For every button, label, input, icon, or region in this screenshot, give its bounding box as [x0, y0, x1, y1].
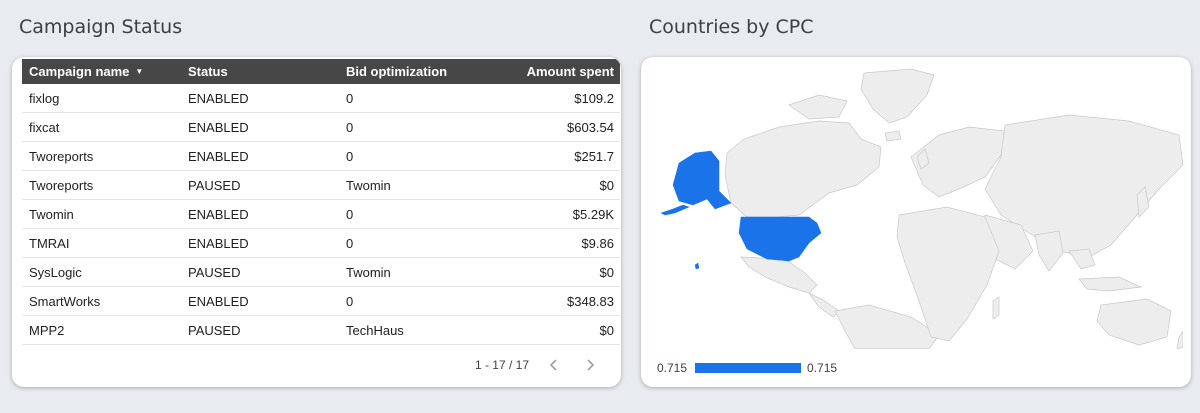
sort-descending-icon[interactable]: ▼	[135, 67, 144, 76]
cell-status: ENABLED	[181, 84, 339, 113]
cell-status: ENABLED	[181, 112, 339, 142]
world-map	[660, 68, 1183, 349]
australia-shape	[1096, 298, 1172, 346]
cell-campaign-name: SysLogic	[22, 257, 181, 287]
table-row[interactable]: SmartWorks ENABLED 0 $348.83	[22, 286, 620, 316]
cell-amount-spent: $9.86	[486, 228, 620, 258]
cell-amount-spent: $603.54	[486, 112, 620, 142]
cell-amount-spent: $0	[486, 170, 620, 200]
cpc-legend: 0.715 0.715	[657, 361, 837, 375]
cell-amount-spent: $251.7	[486, 141, 620, 171]
europe-shape	[910, 126, 1006, 198]
cell-campaign-name: Tworeports	[22, 170, 181, 200]
greenland-shape	[860, 68, 935, 124]
campaign-status-title: Campaign Status	[19, 16, 183, 38]
southeast-asia-shape	[1068, 248, 1096, 270]
col-campaign-name[interactable]: Campaign name ▼	[22, 59, 181, 84]
col-status[interactable]: Status	[188, 64, 228, 79]
alaska-region	[672, 150, 732, 210]
col-bid-optimization[interactable]: Bid optimization	[346, 64, 448, 79]
cell-bid-optimization: 0	[339, 141, 486, 171]
cell-bid-optimization: 0	[339, 286, 486, 316]
table-row[interactable]: fixcat ENABLED 0 $603.54	[22, 112, 620, 142]
africa-shape	[896, 206, 1000, 342]
cell-campaign-name: Twomin	[22, 199, 181, 229]
cell-amount-spent: $348.83	[486, 286, 620, 316]
campaign-table-card: Campaign name ▼ Status Bid optimization A…	[12, 57, 621, 387]
legend-min: 0.715	[657, 361, 688, 375]
cell-status: PAUSED	[181, 170, 339, 200]
campaign-table: Campaign name ▼ Status Bid optimization A…	[22, 59, 620, 345]
new-zealand-shape	[1176, 330, 1183, 349]
col-amount-spent[interactable]: Amount spent	[526, 64, 614, 79]
cell-status: ENABLED	[181, 286, 339, 316]
russia-asia-shape	[984, 114, 1183, 258]
mexico-shape	[740, 256, 818, 294]
japan-shape	[1136, 186, 1150, 218]
usa-region	[738, 216, 822, 262]
chevron-right-icon	[587, 359, 595, 371]
indonesia-shape	[1078, 276, 1143, 292]
pagination: 1 - 17 / 17	[475, 354, 601, 376]
chevron-left-icon	[549, 359, 557, 371]
cell-amount-spent: $5.29K	[486, 199, 620, 229]
legend-max: 0.715	[807, 361, 838, 375]
cell-bid-optimization: 0	[339, 112, 486, 142]
cell-amount-spent: $0	[486, 315, 620, 345]
cell-status: ENABLED	[181, 228, 339, 258]
table-row[interactable]: fixlog ENABLED 0 $109.2	[22, 84, 620, 113]
cell-campaign-name: fixlog	[22, 84, 181, 113]
previous-page-button[interactable]	[543, 354, 565, 376]
cell-bid-optimization: TechHaus	[339, 315, 486, 345]
cell-bid-optimization: 0	[339, 84, 486, 113]
cell-amount-spent: $109.2	[486, 84, 620, 113]
cell-bid-optimization: Twomin	[339, 170, 486, 200]
pagination-range: 1 - 17 / 17	[474, 358, 529, 372]
cell-status: PAUSED	[181, 257, 339, 287]
cell-campaign-name: Tworeports	[22, 141, 181, 171]
south-america-shape	[834, 304, 940, 349]
table-row[interactable]: SysLogic PAUSED Twomin $0	[22, 257, 620, 287]
table-body: fixlog ENABLED 0 $109.2 fixcat ENABLED 0 $603.5…	[22, 84, 620, 345]
cell-campaign-name: SmartWorks	[22, 286, 181, 316]
cell-status: ENABLED	[181, 199, 339, 229]
aleutian-islands-region	[660, 204, 690, 216]
cell-campaign-name: fixcat	[22, 112, 181, 142]
next-page-button[interactable]	[579, 354, 601, 376]
table-row[interactable]: TMRAI ENABLED 0 $9.86	[22, 228, 620, 258]
uk-shape	[916, 148, 930, 170]
arctic-islands-shape	[788, 94, 848, 120]
table-row[interactable]: Tworeports PAUSED Twomin $0	[22, 170, 620, 200]
cell-amount-spent: $0	[486, 257, 620, 287]
hawaii-region	[694, 262, 700, 270]
cell-bid-optimization: 0	[339, 228, 486, 258]
madagascar-shape	[992, 296, 1000, 320]
legend-color-bar	[695, 363, 802, 373]
table-row[interactable]: Twomin ENABLED 0 $5.29K	[22, 199, 620, 229]
table-row[interactable]: Tworeports ENABLED 0 $251.7	[22, 141, 620, 171]
cell-campaign-name: MPP2	[22, 315, 181, 345]
cell-bid-optimization: 0	[339, 199, 486, 229]
central-america-shape	[808, 292, 840, 318]
table-header-row: Campaign name ▼ Status Bid optimization A…	[22, 59, 620, 84]
cell-status: PAUSED	[181, 315, 339, 345]
canada-shape	[724, 120, 882, 218]
cell-bid-optimization: Twomin	[339, 257, 486, 287]
india-shape	[1034, 230, 1064, 272]
cell-status: ENABLED	[181, 141, 339, 171]
countries-map-card: 0.715 0.715	[641, 57, 1191, 387]
iceland-shape	[884, 130, 902, 142]
col-campaign-name-label: Campaign name	[29, 64, 130, 79]
countries-by-cpc-title: Countries by CPC	[649, 16, 814, 38]
cell-campaign-name: TMRAI	[22, 228, 181, 258]
table-row[interactable]: MPP2 PAUSED TechHaus $0	[22, 315, 620, 345]
